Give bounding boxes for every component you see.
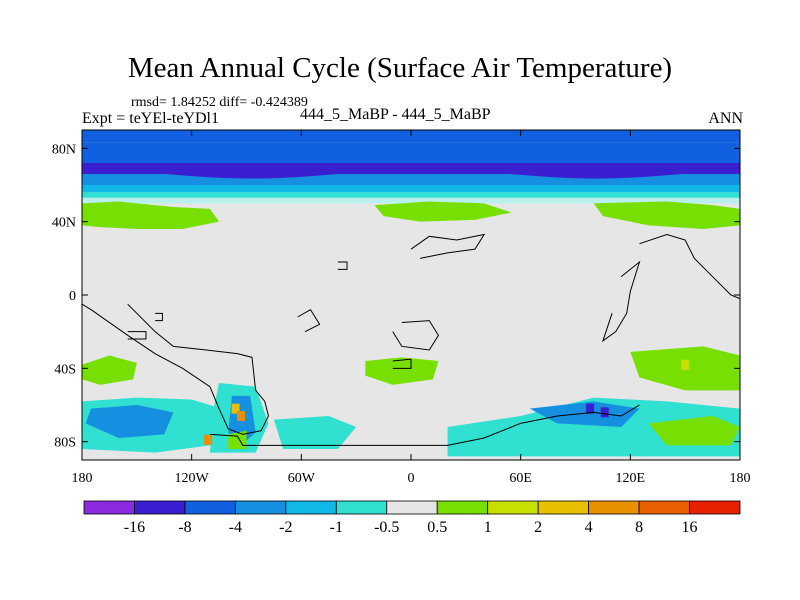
region-sh-east-green	[648, 416, 740, 446]
region-nh-midlat-east	[593, 201, 740, 229]
y-tick-label: 0	[69, 289, 76, 304]
region-sh-atlantic	[365, 357, 439, 385]
colorbar-swatch	[184, 500, 236, 515]
colorbar-swatch	[638, 500, 690, 515]
axes: 180 120W 60W 0 60E 120E 180 80N 40N 0 40S 80S	[52, 130, 751, 486]
contour-east-land	[601, 260, 641, 343]
colorbar-label: 0.5	[427, 519, 447, 536]
y-tick-label: 80N	[52, 142, 76, 157]
contour-africa-east	[639, 233, 740, 300]
contour-south-america	[82, 303, 269, 435]
region-nh-midlat-center	[374, 201, 512, 222]
colorbar-label: 16	[682, 519, 698, 536]
x-tick-label: 60W	[288, 471, 316, 486]
hotspot-2	[204, 434, 213, 445]
colorbar: -16 -8 -4 -2 -1 -0.5 0.5 1 2 4 8 16	[83, 500, 741, 536]
contour-australia-ish	[392, 320, 440, 351]
colorbar-label: 2	[534, 519, 542, 536]
colorbar-swatch	[285, 500, 337, 515]
colorbar-label: 4	[585, 519, 593, 536]
colorbar-label: -8	[178, 519, 191, 536]
x-tick-label: 120E	[616, 471, 646, 486]
region-sh-pacific-west	[82, 355, 137, 385]
contour-small-island-3	[297, 308, 321, 333]
colorbar-label: -1	[330, 519, 343, 536]
colorbar-swatch	[487, 500, 539, 515]
lat-band-1	[82, 142, 740, 163]
contour-island-south-pacific	[127, 331, 147, 340]
hotspot-3	[586, 403, 595, 414]
lat-band-3	[82, 174, 740, 185]
colorbar-swatch	[537, 500, 590, 515]
colorbar-label: -16	[124, 519, 145, 536]
plot-area	[82, 130, 740, 460]
hotspot-4	[600, 407, 609, 418]
lat-band-5	[82, 192, 740, 198]
y-tick-label: 40S	[54, 362, 76, 377]
x-tick-label: 180	[730, 471, 751, 486]
colorbar-label: 1	[484, 519, 492, 536]
lat-band-6	[82, 197, 740, 204]
colorbar-swatch	[234, 500, 287, 515]
contour-antarctic-coast-west	[209, 404, 640, 446]
region-sh-east-blue	[529, 401, 640, 427]
colorbar-label: -4	[229, 519, 242, 536]
lat-band-0	[82, 130, 740, 143]
contour-indian-ocean-island	[392, 358, 412, 369]
lat-band-wave	[82, 163, 740, 179]
season-label: ANN	[708, 110, 743, 127]
stats-text: rmsd= 1.84252 diff= -0.424389	[131, 95, 308, 110]
x-tick-label: 120W	[175, 471, 210, 486]
chart-title: Mean Annual Cycle (Surface Air Temperatu…	[127, 52, 673, 84]
colorbar-swatch	[588, 500, 640, 515]
region-sh-atl-south	[273, 416, 357, 449]
region-nh-midlat-west	[82, 201, 220, 229]
colorbar-label: -0.5	[374, 519, 399, 536]
colorbar-swatch	[335, 500, 388, 515]
colorbar-swatch	[83, 500, 135, 515]
contour-small-island-1	[337, 261, 348, 270]
contour-small-island-2	[155, 312, 163, 322]
contour-north-asia-land	[410, 233, 486, 259]
hotspot-5	[681, 359, 690, 370]
x-tick-label: 0	[408, 471, 415, 486]
experiment-label: Expt = teYEl-teYDl1	[82, 110, 219, 127]
y-tick-label: 80S	[54, 436, 76, 451]
region-sh-west-blue	[85, 405, 174, 438]
lat-band-4	[82, 185, 740, 193]
colorbar-swatch	[134, 500, 186, 515]
colorbar-swatch	[436, 500, 489, 515]
x-tick-label: 180	[72, 471, 93, 486]
colorbar-label: -2	[279, 519, 292, 536]
colorbar-swatch	[689, 500, 741, 515]
colorbar-label: 8	[635, 519, 643, 536]
y-tick-label: 40N	[52, 216, 76, 231]
hotspot-1	[237, 411, 246, 421]
hotspot-0	[231, 403, 240, 414]
colorbar-swatch	[386, 500, 438, 515]
x-tick-label: 60E	[509, 471, 532, 486]
case-label: 444_5_MaBP - 444_5_MaBP	[300, 106, 491, 123]
